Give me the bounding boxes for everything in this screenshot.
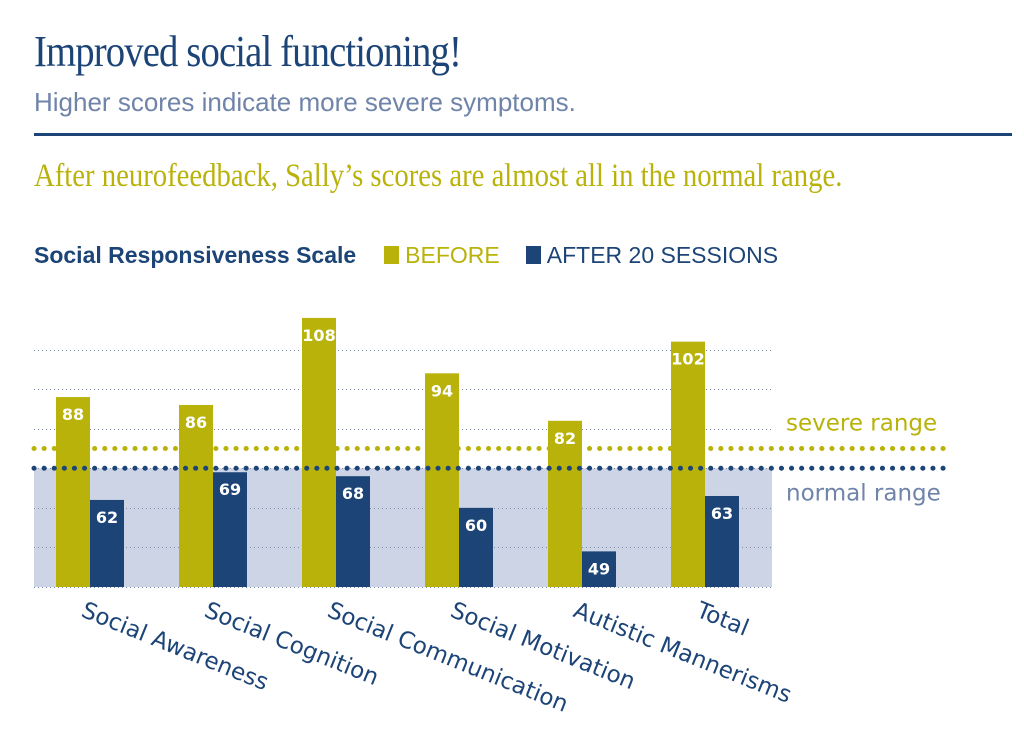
legend-label-before: BEFORE — [405, 241, 500, 268]
bar-value-label: 88 — [62, 405, 84, 424]
bar-value-label: 86 — [185, 413, 207, 432]
page-subtitle: Higher scores indicate more severe sympt… — [34, 87, 576, 117]
legend-label-after: AFTER 20 SESSIONS — [546, 241, 779, 268]
category-label: Autistic Mannerisms — [570, 597, 795, 708]
page-title: Improved social functioning! — [34, 27, 462, 76]
bar-after — [336, 476, 370, 587]
bar-after — [705, 495, 739, 587]
normal-range-band — [34, 468, 772, 587]
category-label: Total — [692, 597, 752, 642]
header-divider — [34, 133, 1012, 136]
bar-value-label: 108 — [302, 326, 335, 345]
bar-value-label: 69 — [219, 480, 241, 499]
bar-before — [179, 404, 213, 587]
bar-before — [548, 420, 582, 587]
severe-range-label: severe range — [786, 411, 937, 437]
legend-title: Social Responsiveness Scale — [34, 241, 357, 268]
tagline: After neurofeedback, Sally’s scores are … — [34, 158, 843, 194]
bar-value-label: 63 — [711, 504, 733, 523]
bar-before — [302, 317, 336, 587]
bar-after — [90, 499, 124, 587]
bar-value-label: 49 — [588, 559, 610, 578]
bar-value-label: 82 — [554, 429, 576, 448]
bar-value-label: 60 — [465, 516, 487, 535]
legend-swatch-before — [384, 246, 400, 264]
bar-before — [56, 397, 90, 587]
normal-range-label: normal range — [786, 480, 941, 506]
bar-before — [671, 341, 705, 587]
bar-value-label: 68 — [342, 484, 364, 503]
bar-after — [213, 472, 247, 587]
legend-item-before: BEFORE — [384, 242, 500, 269]
bar-after — [582, 551, 616, 587]
legend-item-after: AFTER 20 SESSIONS — [525, 241, 779, 269]
legend-swatch-after — [525, 246, 541, 264]
bar-value-label: 62 — [96, 508, 118, 527]
bar-after — [459, 507, 493, 587]
bar-value-label: 94 — [431, 381, 453, 400]
chart-legend: Social Responsiveness Scale BEFORE AFTER… — [34, 240, 804, 270]
bar-before — [425, 373, 459, 587]
bar-value-label: 102 — [671, 350, 704, 369]
